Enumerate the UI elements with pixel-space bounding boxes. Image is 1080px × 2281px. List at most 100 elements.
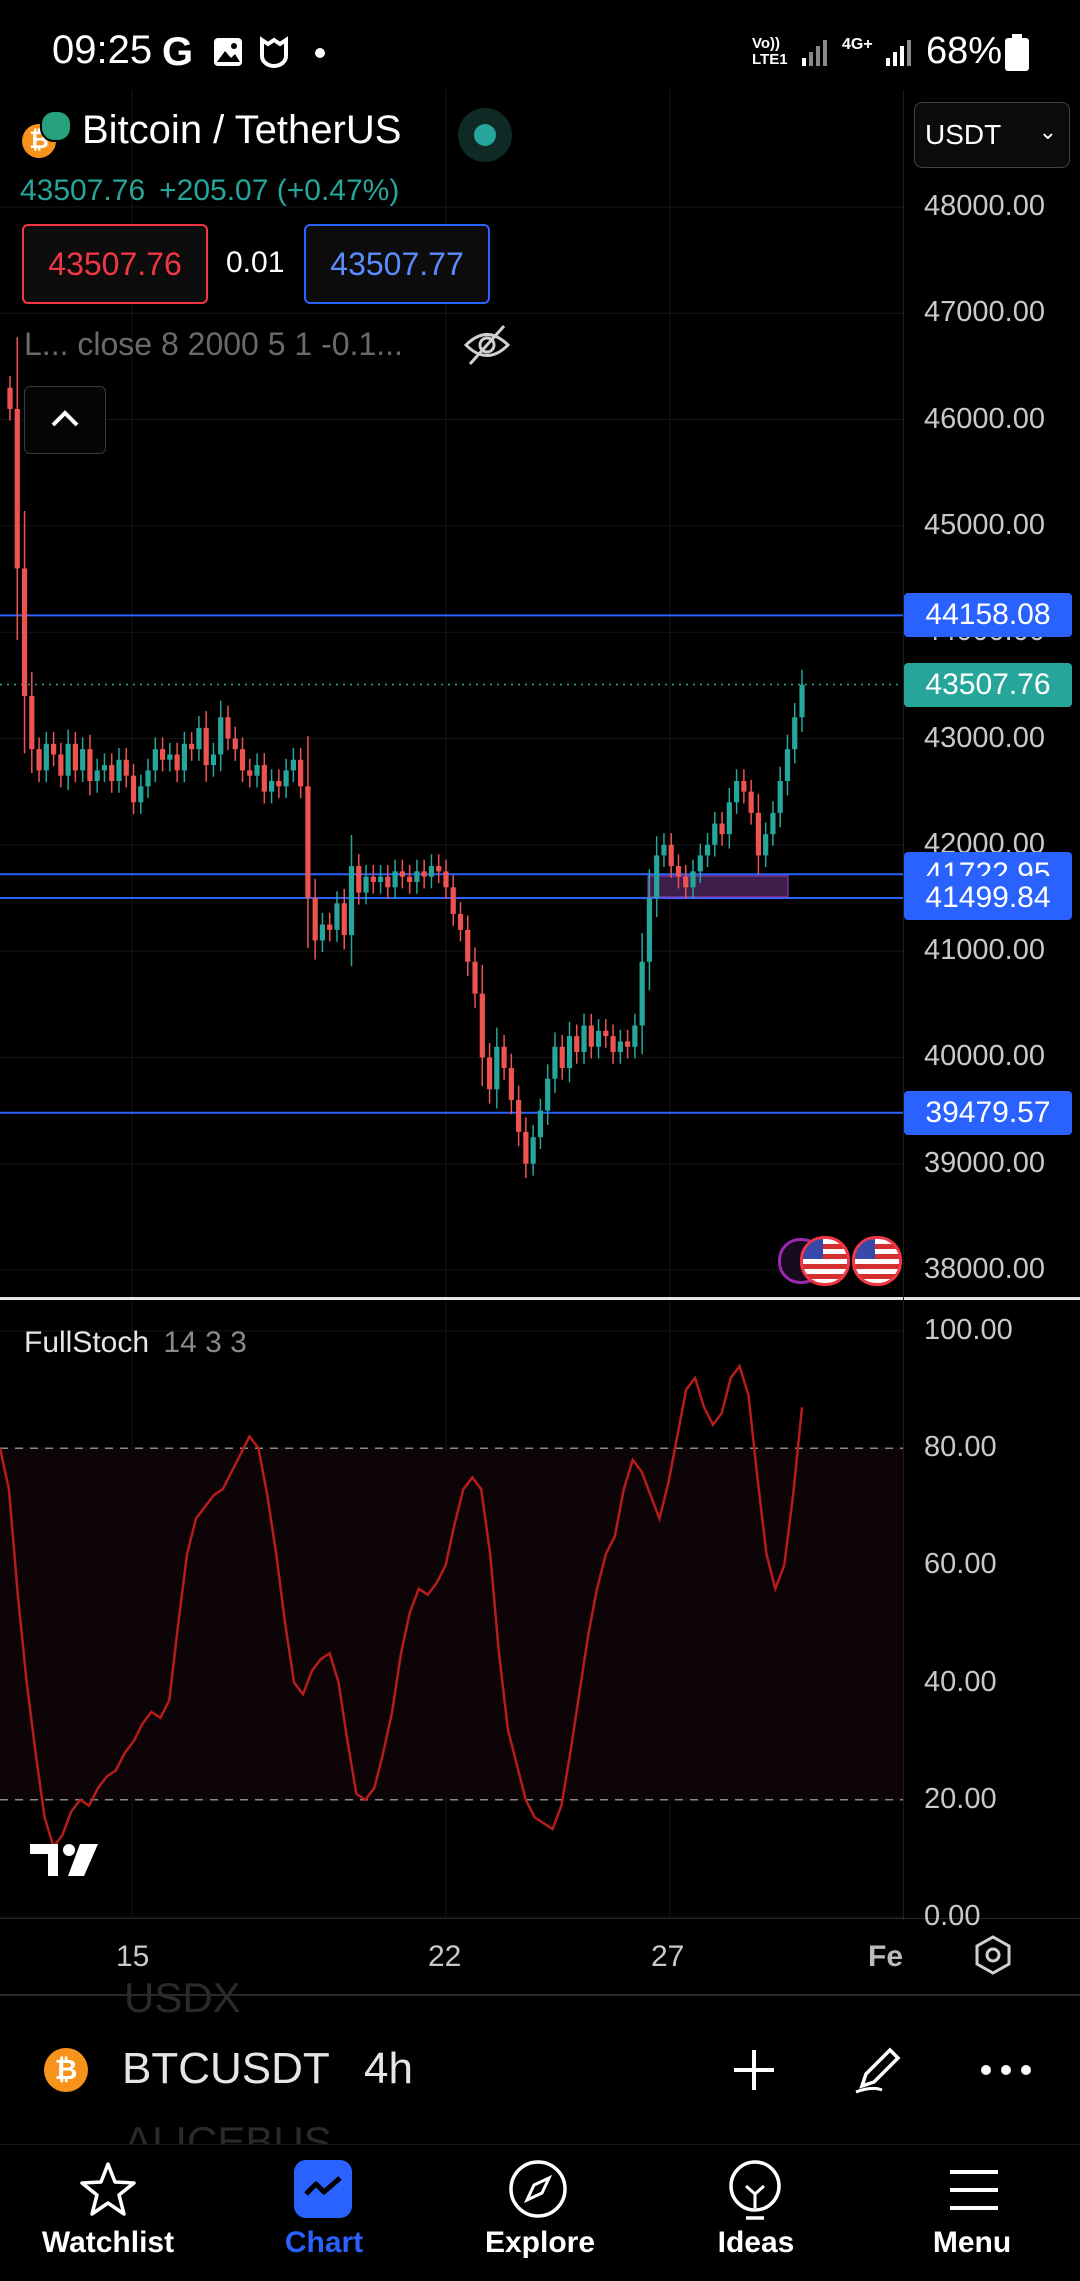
candle-body — [327, 924, 333, 930]
sell-button[interactable]: 43507.76 — [22, 224, 208, 304]
candle-body — [174, 754, 180, 771]
candle-body — [632, 1025, 638, 1047]
stoch-legend[interactable]: FullStoch 14 3 3 — [24, 1326, 247, 1360]
candle-body — [610, 1036, 616, 1053]
more-icon[interactable] — [980, 2060, 1032, 2080]
candle-body — [334, 903, 340, 930]
spread-value: 0.01 — [226, 246, 285, 279]
candle-body — [799, 684, 805, 718]
stoch-band — [0, 1448, 904, 1800]
signal-icon-2 — [886, 40, 911, 66]
nav-watchlist-label[interactable]: Watchlist — [41, 2226, 175, 2259]
candle-body — [87, 749, 93, 782]
symbol-name[interactable]: BTCUSDT — [122, 2044, 330, 2093]
candle-body — [225, 717, 231, 739]
time-label-2: 27 — [651, 1940, 685, 1973]
us-flag-icon-2[interactable] — [852, 1236, 902, 1286]
candle-body — [654, 855, 660, 898]
candle-body — [668, 844, 674, 867]
battery-level: 68% — [925, 30, 1002, 72]
price-axis-label: 43000.00 — [924, 721, 1045, 754]
candle-body — [523, 1131, 529, 1164]
candle-body — [516, 1099, 522, 1132]
candle-body — [65, 743, 71, 776]
candle-body — [72, 743, 78, 771]
price-tag[interactable]: 39479.57 — [904, 1090, 1072, 1135]
candle-body — [588, 1025, 594, 1047]
candle-body — [770, 812, 776, 835]
candle-body — [305, 786, 311, 898]
bitcoin-symbol-icon: ₿ — [44, 2048, 88, 2092]
chart-icon[interactable] — [294, 2160, 352, 2218]
horizontal-lines — [0, 614, 904, 1114]
nav-chart-label[interactable]: Chart — [284, 2226, 364, 2259]
indicator-legend[interactable]: L... close 8 2000 5 1 -0.1... — [24, 326, 403, 362]
candle-body — [138, 786, 144, 803]
buy-button[interactable]: 43507.77 — [304, 224, 490, 304]
gallery-icon — [214, 38, 242, 66]
candle-body — [617, 1041, 623, 1053]
candle-body — [414, 871, 420, 883]
candle-body — [697, 855, 703, 872]
candle-body — [661, 844, 667, 856]
candle-body — [704, 844, 711, 856]
star-icon[interactable] — [78, 2160, 138, 2220]
candle-body — [363, 876, 369, 893]
candle-body — [80, 749, 86, 771]
candle-body — [763, 834, 769, 856]
candle-body — [101, 765, 108, 771]
candle-body — [43, 743, 49, 771]
stoch-axis-label: 80.00 — [924, 1431, 997, 1464]
price-axis-label: 39000.00 — [924, 1146, 1045, 1179]
candle-body — [130, 775, 137, 803]
candle-body — [748, 791, 754, 813]
collapse-legend-button[interactable] — [24, 386, 106, 454]
candle-body — [428, 866, 435, 877]
settings-hex-icon[interactable] — [972, 1934, 1014, 1976]
candle-body — [232, 738, 238, 750]
candle-body — [399, 871, 405, 877]
candle-body — [203, 727, 209, 766]
menu-icon[interactable] — [948, 2168, 1000, 2212]
market-open-indicator — [458, 108, 512, 162]
candle-body — [545, 1078, 551, 1111]
price-tag[interactable]: 41499.84 — [904, 875, 1072, 920]
pair-title[interactable]: Bitcoin / TetherUS — [82, 108, 402, 152]
candle-body — [356, 866, 362, 893]
compass-icon[interactable] — [507, 2158, 569, 2220]
candle-body — [486, 1057, 493, 1090]
price-tag[interactable]: 44158.08 — [904, 593, 1072, 638]
lightbulb-icon[interactable] — [724, 2158, 786, 2224]
price-tag[interactable]: 43507.76 — [904, 662, 1072, 707]
nav-menu-label[interactable]: Menu — [932, 2226, 1012, 2259]
currency-select[interactable]: USDT ⌄ — [914, 102, 1070, 168]
price-chart[interactable] — [0, 90, 904, 1918]
symbol-bar — [0, 1998, 1080, 2140]
nav-explore-label[interactable]: Explore — [484, 2226, 596, 2259]
add-icon[interactable] — [730, 2046, 778, 2094]
candle-body — [501, 1046, 507, 1069]
interval-button[interactable]: 4h — [364, 2044, 413, 2093]
candle-body — [457, 913, 464, 930]
candle-body — [690, 871, 696, 888]
candle-body — [712, 823, 718, 845]
nav-ideas-label[interactable]: Ideas — [717, 2226, 795, 2259]
symbol-bar-divider — [0, 1994, 1080, 1996]
candle-body — [595, 1030, 602, 1047]
candle-body — [29, 695, 35, 750]
candle-body — [436, 866, 442, 872]
signal-icon-1 — [802, 40, 827, 66]
candle-body — [479, 993, 485, 1058]
us-flag-icon[interactable] — [800, 1236, 850, 1286]
stoch-line — [0, 1363, 804, 1850]
pane-separator[interactable] — [0, 1297, 1080, 1300]
candle-body — [508, 1068, 514, 1100]
network-4g-label: 4G+ — [842, 36, 873, 53]
status-time: 09:25 — [52, 28, 153, 72]
draw-pencil-icon[interactable] — [852, 2040, 908, 2096]
candle-body — [283, 770, 289, 787]
candle-body — [646, 897, 653, 962]
eye-slash-icon[interactable] — [462, 322, 512, 368]
candle-body — [7, 387, 13, 409]
price-change-line: 43507.76 +205.07 (+0.47%) — [20, 174, 413, 208]
